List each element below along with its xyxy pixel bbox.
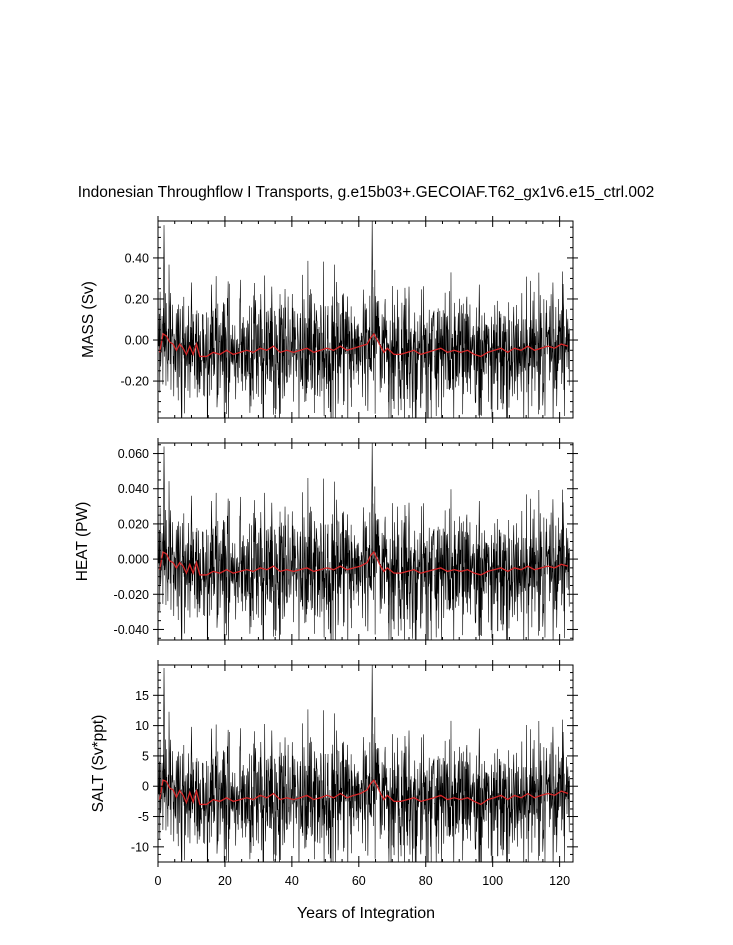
y-tick-label: 15 [135,689,149,703]
y-tick-label: 5 [142,749,149,763]
y-axis-label: SALT (Sv*ppt) [90,715,107,813]
chart-title: Indonesian Throughflow I Transports, g.e… [78,184,655,201]
y-tick-label: 0.020 [118,517,149,531]
y-tick-label: 0.40 [125,251,149,265]
y-tick-label: -0.040 [114,623,149,637]
y-tick-label: 0.00 [125,334,149,348]
y-tick-label: 0.20 [125,292,149,306]
y-tick-label: 0 [142,780,149,794]
monthly-series-line [158,665,570,862]
y-tick-label: -5 [138,810,149,824]
annual-mean-line [159,779,569,806]
x-tick-label: 20 [218,874,232,888]
mass-panel: -0.20 0.00 0.20 0.40 MASS (Sv) [80,216,578,423]
y-axis-label: HEAT (PW) [74,502,91,582]
y-axis-label: MASS (Sv) [80,281,97,358]
y-tick-label: -0.20 [121,375,150,389]
monthly-series-line [158,221,570,418]
salt-panel: -10 -5 0 5 10 15 SALT (Sv*ppt) 0 20 40 60 80 100 120 [90,660,578,888]
x-tick-label: 100 [482,874,503,888]
y-tick-label: -0.020 [114,588,149,602]
x-tick-label: 0 [155,874,162,888]
x-tick-label: 60 [352,874,366,888]
y-tick-label: 0.000 [118,553,149,567]
x-tick-label: 120 [549,874,570,888]
y-tick-label: 10 [135,719,149,733]
x-axis-label: Years of Integration [297,905,435,922]
annual-mean-line [159,550,569,576]
y-tick-label: 0.040 [118,482,149,496]
heat-panel: -0.040 -0.020 0.000 0.020 0.040 0.060 HEAT (PW… [74,438,578,645]
x-tick-label: 80 [419,874,433,888]
monthly-series-line [158,443,570,640]
y-tick-label: -10 [131,840,149,854]
annual-mean-line [159,332,569,358]
x-tick-label: 40 [285,874,299,888]
y-tick-label: 0.060 [118,447,149,461]
